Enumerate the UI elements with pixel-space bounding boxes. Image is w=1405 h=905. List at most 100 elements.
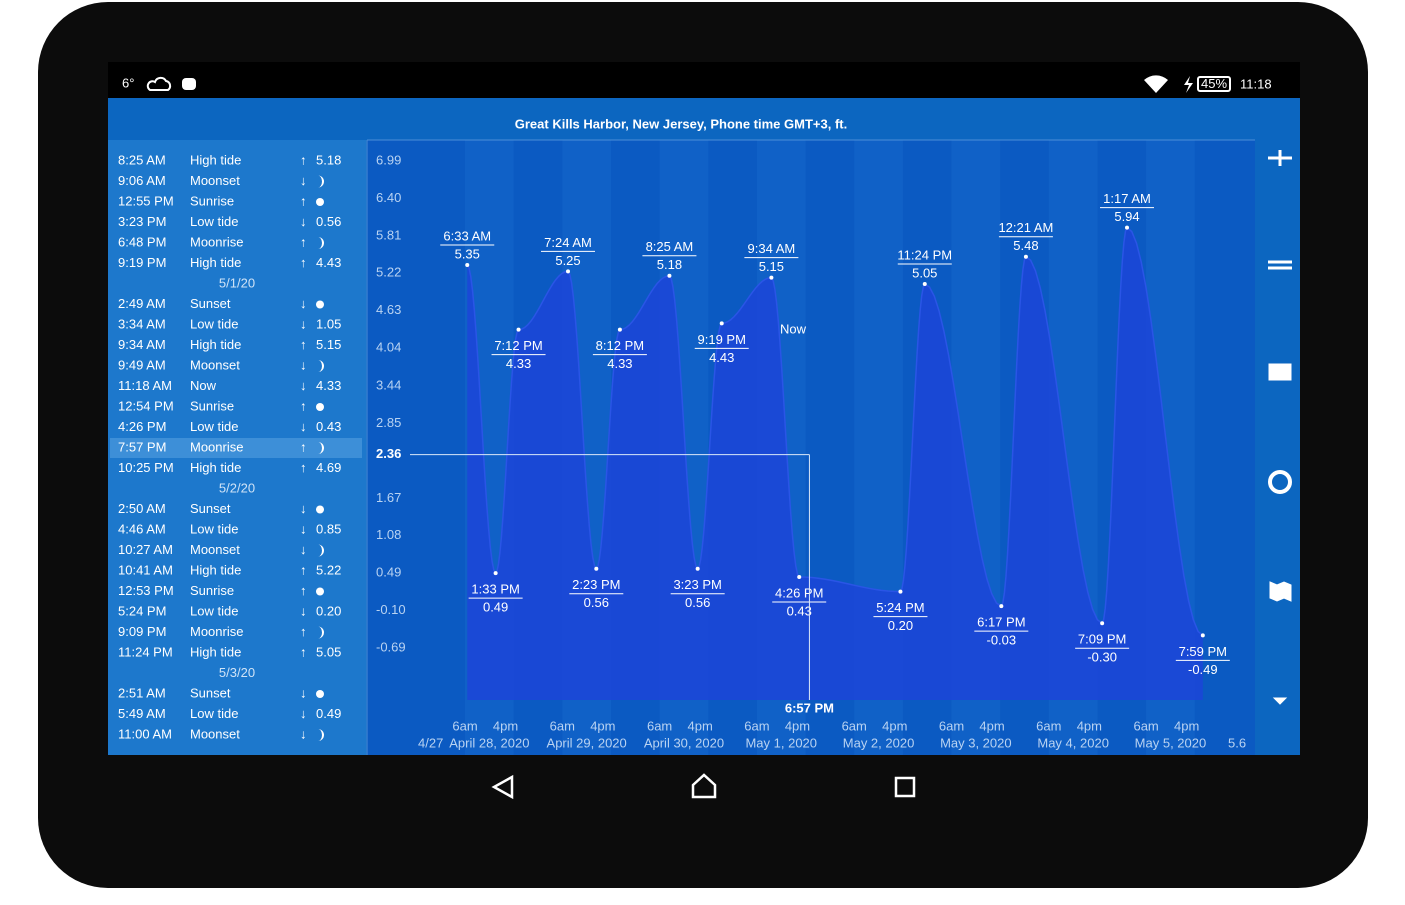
cursor-value: 2.36 (376, 446, 401, 461)
tide-extreme (695, 566, 700, 571)
event-time: 10:41 AM (118, 562, 173, 577)
moon-icon (318, 442, 324, 454)
now-label: Now (780, 321, 807, 336)
more-button[interactable] (1272, 697, 1288, 705)
event-name: Sunset (190, 296, 231, 311)
event-value: 5.15 (316, 337, 341, 352)
event-time: 9:19 PM (118, 255, 166, 270)
hour-label: 6am (744, 718, 769, 733)
event-name: Low tide (190, 521, 238, 536)
event-name: High tide (190, 644, 241, 659)
extreme-value: 4.43 (709, 350, 734, 365)
tide-extreme (594, 566, 599, 571)
event-time: 2:50 AM (118, 501, 166, 516)
event-name: Moonrise (190, 234, 243, 249)
event-name: Low tide (190, 603, 238, 618)
hour-label: 4pm (688, 718, 713, 733)
hour-label: 4pm (493, 718, 518, 733)
table-button[interactable] (1268, 363, 1292, 381)
event-arrow: ↑ (300, 337, 307, 352)
day-label: April 30, 2020 (644, 735, 724, 750)
moon-icon (318, 729, 324, 741)
sun-icon (316, 690, 324, 698)
y-tick-label: 3.44 (376, 378, 401, 393)
extreme-time: 4:26 PM (775, 585, 823, 600)
edge-label: 5.6 (1228, 735, 1246, 750)
day-label: May 5, 2020 (1135, 735, 1207, 750)
event-name: Now (190, 378, 217, 393)
extreme-time: 2:23 PM (572, 577, 620, 592)
hour-label: 6am (647, 718, 672, 733)
compare-button[interactable] (1268, 260, 1292, 270)
event-name: Low tide (190, 214, 238, 229)
hour-label: 4pm (979, 718, 1004, 733)
extreme-value: 0.43 (787, 603, 812, 618)
settings-button[interactable] (1268, 470, 1292, 494)
tide-extreme (922, 282, 927, 287)
extreme-value: 0.56 (584, 595, 609, 610)
charging-icon (1184, 76, 1193, 93)
temperature: 6° (122, 75, 134, 90)
hour-label: 6am (550, 718, 575, 733)
event-arrow: ↓ (300, 419, 307, 434)
event-time: 10:27 AM (118, 542, 173, 557)
event-arrow: ↓ (300, 706, 307, 721)
event-value: 4.69 (316, 460, 341, 475)
date-header: 5/2/20 (219, 480, 255, 495)
tide-extreme (493, 571, 498, 576)
selected-row (110, 438, 362, 458)
weather-icon (146, 76, 172, 91)
event-arrow: ↓ (300, 521, 307, 536)
event-arrow: ↑ (300, 152, 307, 167)
event-name: Moonrise (190, 439, 243, 454)
hour-label: 6am (1036, 718, 1061, 733)
clock: 11:18 (1240, 76, 1272, 91)
extreme-value: 5.25 (555, 253, 580, 268)
event-name: High tide (190, 337, 241, 352)
event-arrow: ↑ (300, 398, 307, 413)
hour-label: 6am (1133, 718, 1158, 733)
event-name: Moonset (190, 173, 240, 188)
extreme-value: -0.03 (987, 633, 1017, 648)
zoom-button[interactable] (1268, 150, 1292, 166)
event-time: 12:55 PM (118, 193, 174, 208)
extreme-value: -0.49 (1188, 662, 1218, 677)
moon-icon (318, 175, 324, 188)
event-time: 9:09 PM (118, 624, 166, 639)
hour-label: 6am (842, 718, 867, 733)
tide-extreme (797, 574, 802, 579)
event-value: 4.33 (316, 378, 341, 393)
event-arrow: ↑ (300, 439, 307, 454)
event-name: Low tide (190, 419, 238, 434)
tide-extreme (999, 604, 1004, 609)
sun-icon (316, 587, 324, 596)
battery-level: 45% (1201, 76, 1227, 91)
event-time: 2:51 AM (118, 685, 166, 700)
event-name: Low tide (190, 316, 238, 331)
extreme-time: 7:12 PM (494, 338, 542, 353)
event-time: 6:48 PM (118, 234, 166, 249)
tide-extreme (1023, 254, 1028, 259)
extreme-time: 1:33 PM (471, 582, 519, 597)
event-value: 5.05 (316, 644, 341, 659)
event-arrow: ↑ (300, 193, 307, 208)
tide-extreme (516, 327, 521, 332)
event-name: Sunset (190, 685, 231, 700)
home-button[interactable] (691, 773, 717, 799)
sun-icon (316, 505, 324, 514)
sun-icon (316, 300, 324, 309)
event-time: 11:24 PM (118, 644, 173, 659)
map-button[interactable] (1269, 581, 1292, 602)
recents-button[interactable] (894, 776, 916, 798)
extreme-value: 0.56 (685, 595, 710, 610)
extreme-time: 7:59 PM (1179, 644, 1227, 659)
extreme-value: 4.33 (607, 356, 632, 371)
edge-label: 4/27 (418, 735, 443, 750)
event-time: 11:00 AM (118, 726, 172, 741)
hour-label: 4pm (1174, 718, 1199, 733)
y-tick-label: -0.10 (376, 602, 406, 617)
back-button[interactable] (491, 774, 514, 800)
sun-icon (316, 403, 324, 411)
